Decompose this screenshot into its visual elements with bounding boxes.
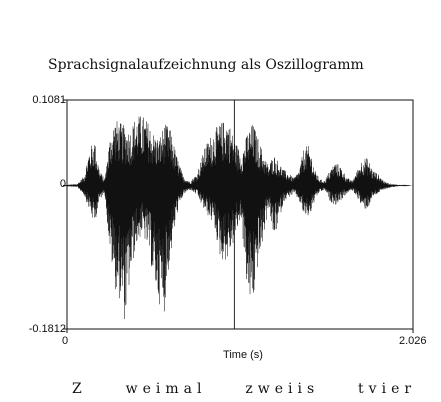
axis-ticks <box>63 99 414 333</box>
x-tick-label-start: 0 <box>62 335 69 347</box>
chart-title: Sprachsignalaufzeichnung als Oszillogram… <box>48 57 364 73</box>
waveform-trace <box>66 116 413 320</box>
transcript-annotation: Z weimal zweiis tvier <box>72 381 417 397</box>
waveform <box>66 100 413 329</box>
plot-frame <box>66 99 414 330</box>
x-tick-label-end: 2.026 <box>399 335 427 347</box>
y-tick-label-max: 0.1081 <box>32 94 66 106</box>
x-axis-label: Time (s) <box>223 349 263 361</box>
y-tick-label-min: -0.1812 <box>28 323 66 335</box>
y-tick-label-zero: 0 <box>59 178 66 190</box>
